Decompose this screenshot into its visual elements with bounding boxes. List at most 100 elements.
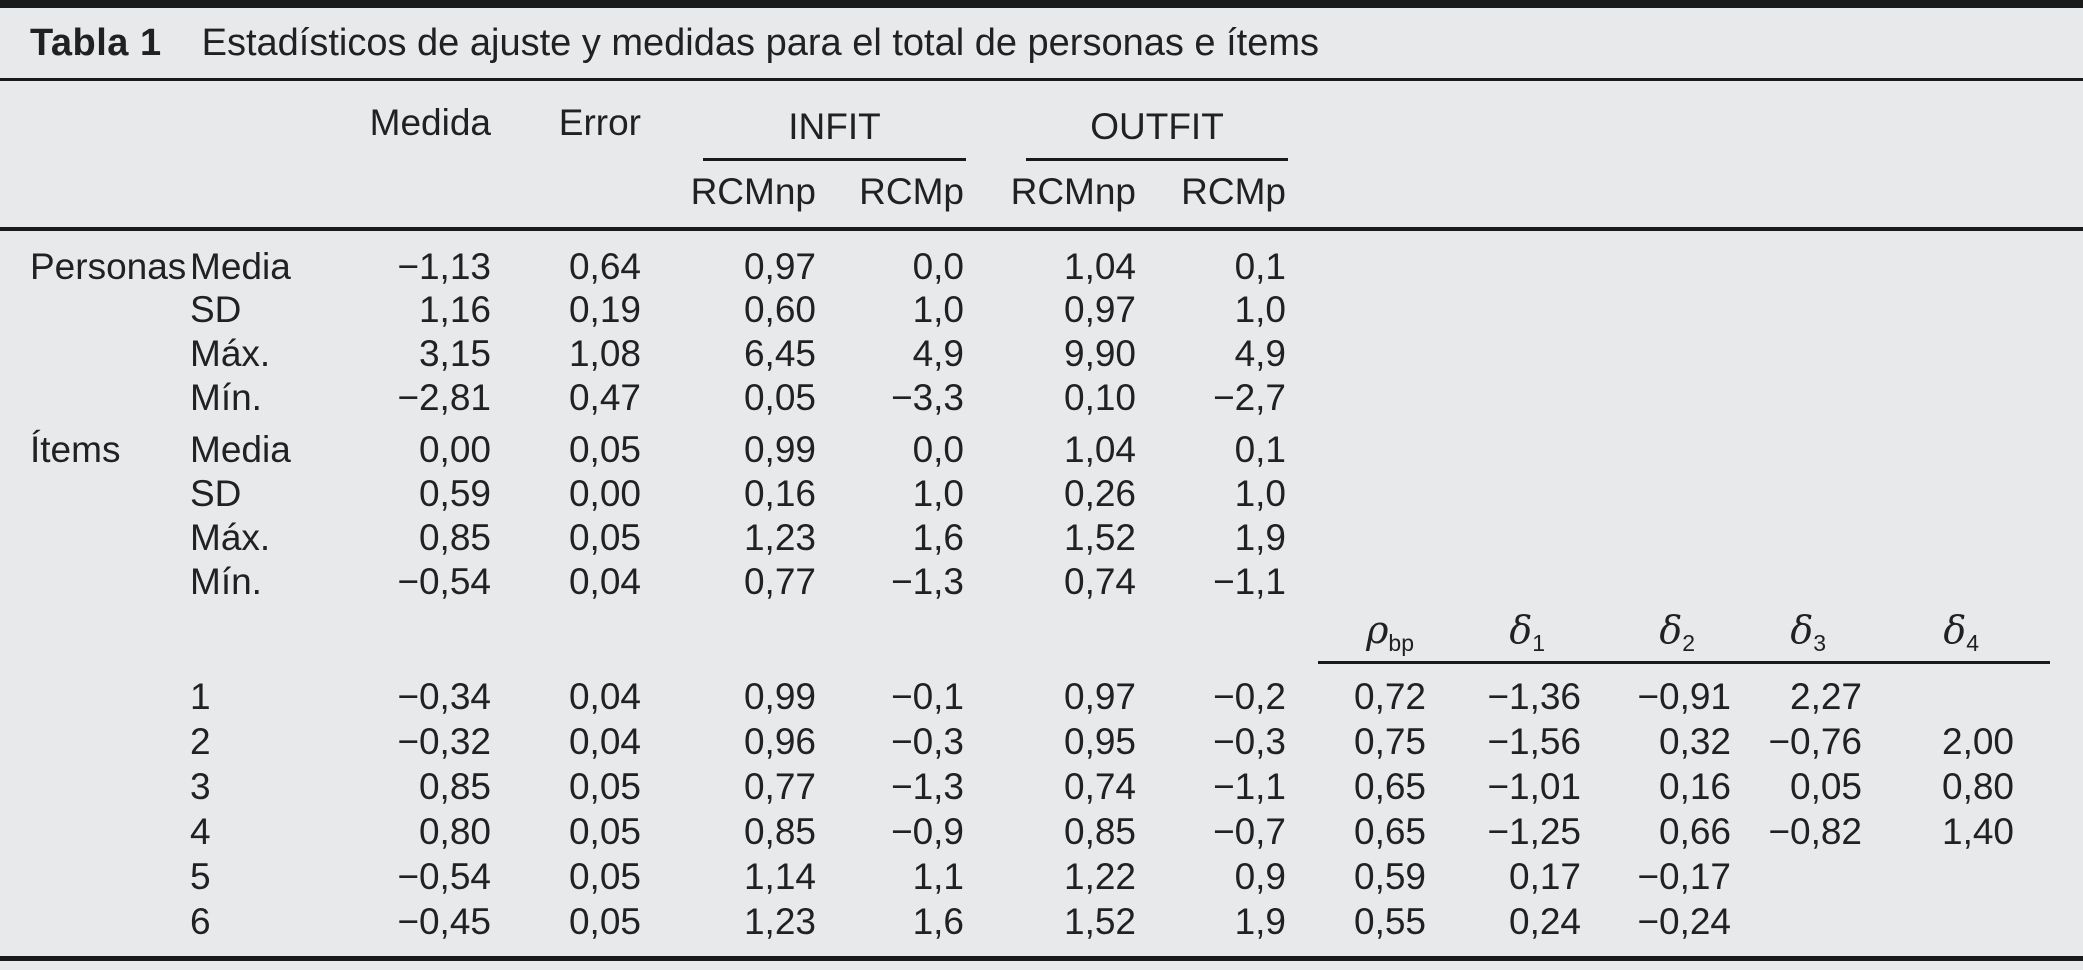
cell-delta-1: 0,24 xyxy=(1509,901,1582,942)
cell-error: 0,05 xyxy=(568,856,641,897)
cell-delta-4: 0,80 xyxy=(1942,766,2015,807)
cell-outfit-rcmnp: 0,97 xyxy=(1064,288,1137,330)
col-header-delta-1: δ1 xyxy=(1430,603,1585,661)
cell-error: 0,05 xyxy=(568,811,641,852)
row-group-label xyxy=(0,287,165,331)
cell-infit-rcmnp: 0,99 xyxy=(743,676,816,717)
row-label: 3 xyxy=(190,766,211,807)
cell-outfit-rcmp: −1,1 xyxy=(1212,766,1287,807)
cell-delta-4: 2,00 xyxy=(1942,721,2015,762)
caption-rule xyxy=(0,78,2083,81)
cell-medida: 0,85 xyxy=(418,766,491,807)
cell-empty xyxy=(1290,559,2083,603)
cell-medida: 0,85 xyxy=(418,516,491,558)
header-row-1: Medida Error INFIT OUTFIT xyxy=(0,81,2083,161)
col-header-outfit-rcmnp: RCMnp xyxy=(1010,170,1137,212)
cell-delta-3: −0,76 xyxy=(1768,721,1863,762)
row-group-label xyxy=(0,664,165,719)
cell-rho-bp: 0,59 xyxy=(1354,856,1427,897)
cell-infit-rcmp: −0,1 xyxy=(890,676,965,717)
col-header-error: Error xyxy=(558,102,641,143)
cell-delta-1: −1,36 xyxy=(1487,676,1582,717)
col-header-delta-4: δ4 xyxy=(1866,603,2083,661)
row-label: 6 xyxy=(190,901,211,942)
row-group-label xyxy=(0,559,165,603)
col-header-delta-2: δ2 xyxy=(1585,603,1735,661)
cell-outfit-rcmnp: 1,22 xyxy=(1064,856,1137,897)
cell-delta-1: −1,56 xyxy=(1487,721,1582,762)
table-row-item-4: 4 0,80 0,05 0,85 −0,9 0,85 −0,7 0,65 −1,… xyxy=(0,809,2083,854)
cell-medida: −0,54 xyxy=(397,560,491,602)
table-row-personas-max: Máx. 3,15 1,08 6,45 4,9 9,90 4,9 xyxy=(0,331,2083,375)
cell-delta-2: 0,16 xyxy=(1659,766,1732,807)
cell-delta-1: 0,17 xyxy=(1509,856,1582,897)
cell-delta-3 xyxy=(1735,854,1866,899)
subheader-rule-row xyxy=(0,661,2083,664)
table-row-item-3: 3 0,85 0,05 0,77 −1,3 0,74 −1,1 0,65 −1,… xyxy=(0,764,2083,809)
table-title: Estadísticos de ajuste y medidas para el… xyxy=(201,22,1320,64)
table-row-items-max: Máx. 0,85 0,05 1,23 1,6 1,52 1,9 xyxy=(0,515,2083,559)
cell-medida: 3,15 xyxy=(418,332,491,374)
cell-empty xyxy=(1290,419,2083,471)
table-row-personas-min: Mín. −2,81 0,47 0,05 −3,3 0,10 −2,7 xyxy=(0,375,2083,419)
header-spacer xyxy=(1290,161,2083,229)
cell-infit-rcmnp: 0,60 xyxy=(743,288,816,330)
row-group-label xyxy=(0,375,165,419)
cell-rho-bp: 0,65 xyxy=(1354,811,1427,852)
row-group-label xyxy=(0,331,165,375)
cell-infit-rcmnp: 1,14 xyxy=(743,856,816,897)
subheader-rule-cell xyxy=(1290,661,2083,664)
cell-outfit-rcmnp: 9,90 xyxy=(1064,332,1137,374)
row-label: Máx. xyxy=(190,516,271,558)
cell-medida: −2,81 xyxy=(397,376,491,418)
cell-outfit-rcmnp: 0,95 xyxy=(1064,721,1137,762)
col-header-delta-3: δ3 xyxy=(1735,603,1866,661)
row-group-label: Ítems xyxy=(30,428,121,470)
cell-error: 0,19 xyxy=(568,288,641,330)
cell-infit-rcmp: 1,0 xyxy=(912,472,965,514)
cell-infit-rcmnp: 0,05 xyxy=(743,376,816,418)
cell-delta-4: 1,40 xyxy=(1942,811,2015,852)
bottom-rule xyxy=(0,956,2083,961)
cell-rho-bp: 0,75 xyxy=(1354,721,1427,762)
cell-infit-rcmnp: 0,77 xyxy=(743,560,816,602)
cell-error: 0,05 xyxy=(568,901,641,942)
row-label: Media xyxy=(190,428,291,470)
cell-delta-4 xyxy=(1866,854,2083,899)
row-label: Máx. xyxy=(190,332,271,374)
subheader-rule xyxy=(1318,661,2051,664)
cell-error: 0,05 xyxy=(568,428,641,470)
cell-infit-rcmp: −1,3 xyxy=(890,560,965,602)
cell-outfit-rcmnp: 0,74 xyxy=(1064,766,1137,807)
cell-outfit-rcmnp: 1,52 xyxy=(1064,901,1137,942)
top-rule xyxy=(0,0,2083,8)
table-row-items-sd: SD 0,59 0,00 0,16 1,0 0,26 1,0 xyxy=(0,471,2083,515)
cell-delta-2: 0,66 xyxy=(1659,811,1732,852)
cell-infit-rcmp: −0,3 xyxy=(890,721,965,762)
cell-outfit-rcmp: −2,7 xyxy=(1212,376,1287,418)
cell-outfit-rcmp: 4,9 xyxy=(1234,332,1287,374)
row-group-label xyxy=(0,899,165,944)
cell-delta-4 xyxy=(1866,664,2083,719)
header-spacer xyxy=(0,81,365,161)
cell-infit-rcmp: −1,3 xyxy=(890,766,965,807)
table-number: Tabla 1 xyxy=(30,22,162,64)
cell-delta-1: −1,01 xyxy=(1487,766,1582,807)
table-row-items-min: Mín. −0,54 0,04 0,77 −1,3 0,74 −1,1 xyxy=(0,559,2083,603)
cell-empty xyxy=(1290,471,2083,515)
table-row-item-2: 2 −0,32 0,04 0,96 −0,3 0,95 −0,3 0,75 −1… xyxy=(0,719,2083,764)
header-row-2: RCMnp RCMp RCMnp RCMp xyxy=(0,161,2083,229)
cell-error: 0,05 xyxy=(568,766,641,807)
cell-empty xyxy=(1290,515,2083,559)
cell-empty xyxy=(1290,287,2083,331)
row-label: 4 xyxy=(190,811,211,852)
cell-outfit-rcmnp: 0,26 xyxy=(1064,472,1137,514)
cell-empty xyxy=(1290,229,2083,287)
delta-symbol: δ xyxy=(1790,608,1814,652)
cell-error: 0,64 xyxy=(568,245,641,287)
cell-infit-rcmnp: 0,85 xyxy=(743,811,816,852)
cell-error: 0,00 xyxy=(568,472,641,514)
cell-infit-rcmnp: 1,23 xyxy=(743,901,816,942)
delta-symbol: δ xyxy=(1509,608,1533,652)
cell-delta-2: 0,32 xyxy=(1659,721,1732,762)
